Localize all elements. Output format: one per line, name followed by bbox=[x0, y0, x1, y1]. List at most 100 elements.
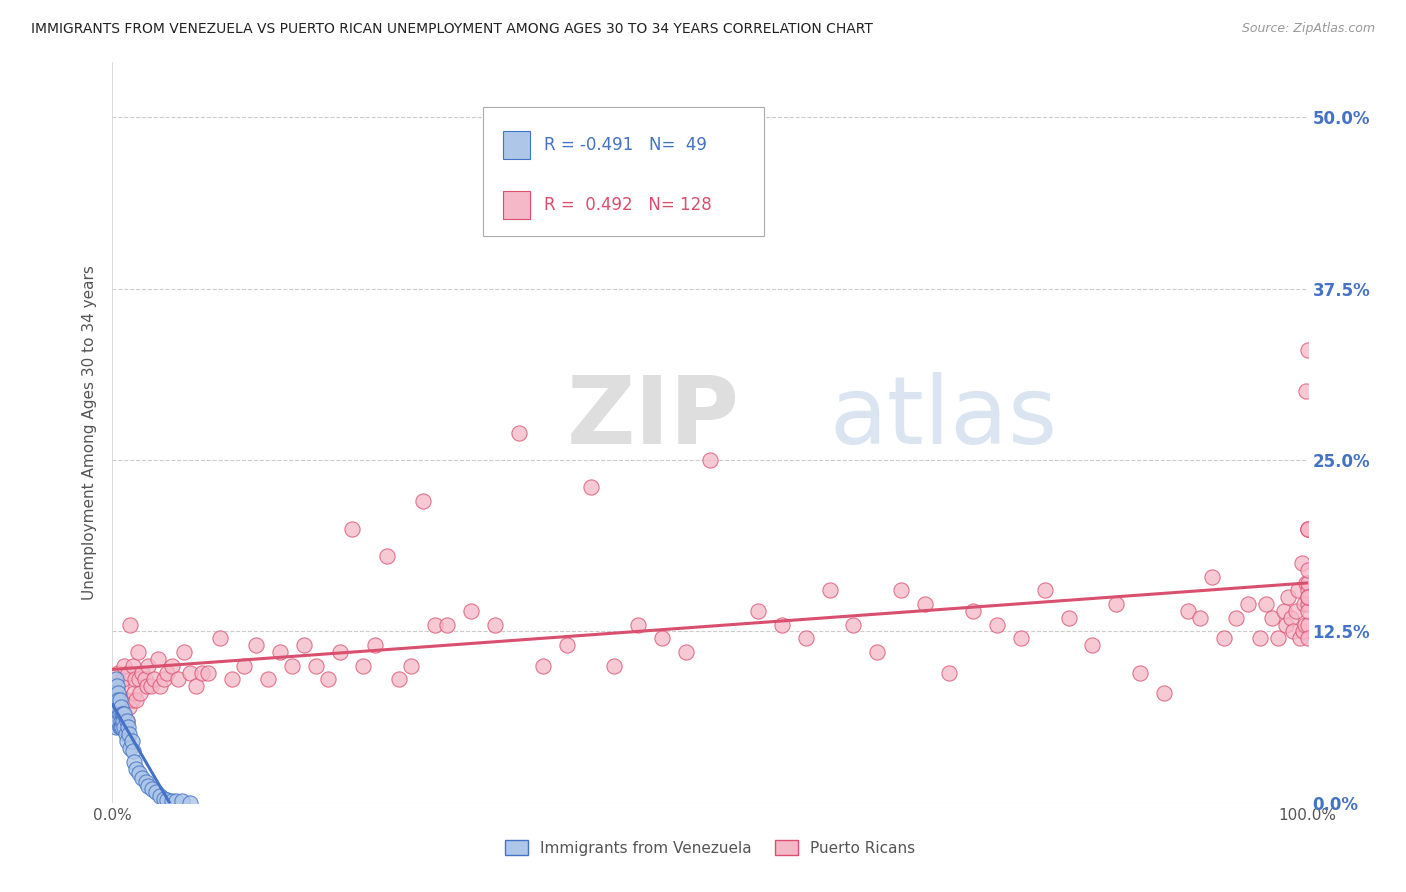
Point bbox=[170, 794, 193, 808]
Point bbox=[145, 785, 167, 799]
Point bbox=[128, 673, 150, 687]
Text: atlas: atlas bbox=[830, 372, 1057, 464]
Point bbox=[1291, 556, 1313, 570]
Point bbox=[105, 706, 128, 721]
Point bbox=[1129, 665, 1152, 680]
Point bbox=[1081, 638, 1104, 652]
Point bbox=[128, 765, 150, 780]
Point bbox=[555, 638, 578, 652]
Point bbox=[1285, 604, 1308, 618]
Point bbox=[114, 727, 136, 741]
Point bbox=[167, 673, 190, 687]
Point bbox=[340, 522, 363, 536]
Point bbox=[104, 706, 127, 721]
Point bbox=[866, 645, 889, 659]
Point bbox=[111, 720, 134, 734]
Point bbox=[115, 734, 138, 748]
Point bbox=[118, 727, 141, 741]
Point bbox=[1177, 604, 1199, 618]
Point bbox=[114, 658, 135, 673]
Point bbox=[141, 782, 163, 797]
Point bbox=[191, 665, 214, 680]
Point bbox=[305, 658, 328, 673]
Point bbox=[460, 604, 482, 618]
Point bbox=[103, 714, 125, 728]
Point bbox=[425, 617, 447, 632]
Point bbox=[107, 686, 129, 700]
Text: Source: ZipAtlas.com: Source: ZipAtlas.com bbox=[1241, 22, 1375, 36]
Point bbox=[1277, 590, 1299, 604]
Point bbox=[1296, 576, 1319, 591]
Point bbox=[1279, 610, 1302, 624]
Point bbox=[104, 686, 127, 700]
Point bbox=[1213, 632, 1236, 646]
Point bbox=[117, 720, 139, 734]
Point bbox=[125, 762, 148, 776]
Point bbox=[1267, 632, 1289, 646]
Point bbox=[1296, 617, 1319, 632]
Point bbox=[135, 775, 157, 789]
Point bbox=[651, 632, 673, 646]
Point bbox=[209, 632, 232, 646]
Point bbox=[1296, 522, 1319, 536]
Point bbox=[484, 617, 506, 632]
Point bbox=[197, 665, 219, 680]
Point bbox=[1296, 583, 1319, 598]
Point bbox=[1272, 604, 1295, 618]
Point bbox=[115, 714, 138, 728]
Point bbox=[139, 679, 162, 693]
Point bbox=[352, 658, 374, 673]
Y-axis label: Unemployment Among Ages 30 to 34 years: Unemployment Among Ages 30 to 34 years bbox=[82, 265, 97, 600]
Text: R = -0.491   N=  49: R = -0.491 N= 49 bbox=[544, 136, 707, 153]
Point bbox=[131, 665, 153, 680]
FancyBboxPatch shape bbox=[484, 107, 763, 236]
Point bbox=[842, 617, 865, 632]
Point bbox=[179, 796, 201, 810]
Point bbox=[316, 673, 339, 687]
Point bbox=[1296, 590, 1319, 604]
Point bbox=[143, 673, 166, 687]
Point bbox=[105, 673, 128, 687]
Point bbox=[110, 679, 132, 693]
Point bbox=[364, 638, 387, 652]
Point bbox=[120, 617, 142, 632]
Point bbox=[436, 617, 458, 632]
Point bbox=[1296, 590, 1319, 604]
Point bbox=[1296, 632, 1319, 646]
Point bbox=[699, 453, 721, 467]
Point bbox=[107, 693, 129, 707]
Point bbox=[1261, 610, 1284, 624]
Point bbox=[675, 645, 697, 659]
Point bbox=[579, 480, 602, 494]
Point bbox=[1057, 610, 1080, 624]
Point bbox=[107, 699, 129, 714]
Bar bbox=[503, 130, 530, 159]
Point bbox=[108, 693, 131, 707]
Point bbox=[245, 638, 267, 652]
Point bbox=[1237, 597, 1260, 611]
Point bbox=[108, 720, 131, 734]
Point bbox=[508, 425, 530, 440]
Point bbox=[723, 178, 745, 193]
Point bbox=[1010, 632, 1032, 646]
Point bbox=[146, 652, 169, 666]
Point bbox=[149, 789, 172, 803]
Point bbox=[134, 673, 156, 687]
Point bbox=[149, 679, 172, 693]
Point bbox=[153, 673, 176, 687]
Point bbox=[121, 734, 143, 748]
Point bbox=[770, 617, 793, 632]
Bar bbox=[503, 191, 530, 219]
Point bbox=[131, 771, 153, 785]
Point bbox=[1189, 610, 1212, 624]
Point bbox=[401, 658, 423, 673]
Point bbox=[112, 673, 135, 687]
Point bbox=[107, 665, 129, 680]
Point bbox=[127, 645, 149, 659]
Point bbox=[173, 645, 195, 659]
Point bbox=[156, 665, 179, 680]
Point bbox=[1153, 686, 1175, 700]
Point bbox=[962, 604, 984, 618]
Point bbox=[125, 693, 148, 707]
Point bbox=[111, 706, 134, 721]
